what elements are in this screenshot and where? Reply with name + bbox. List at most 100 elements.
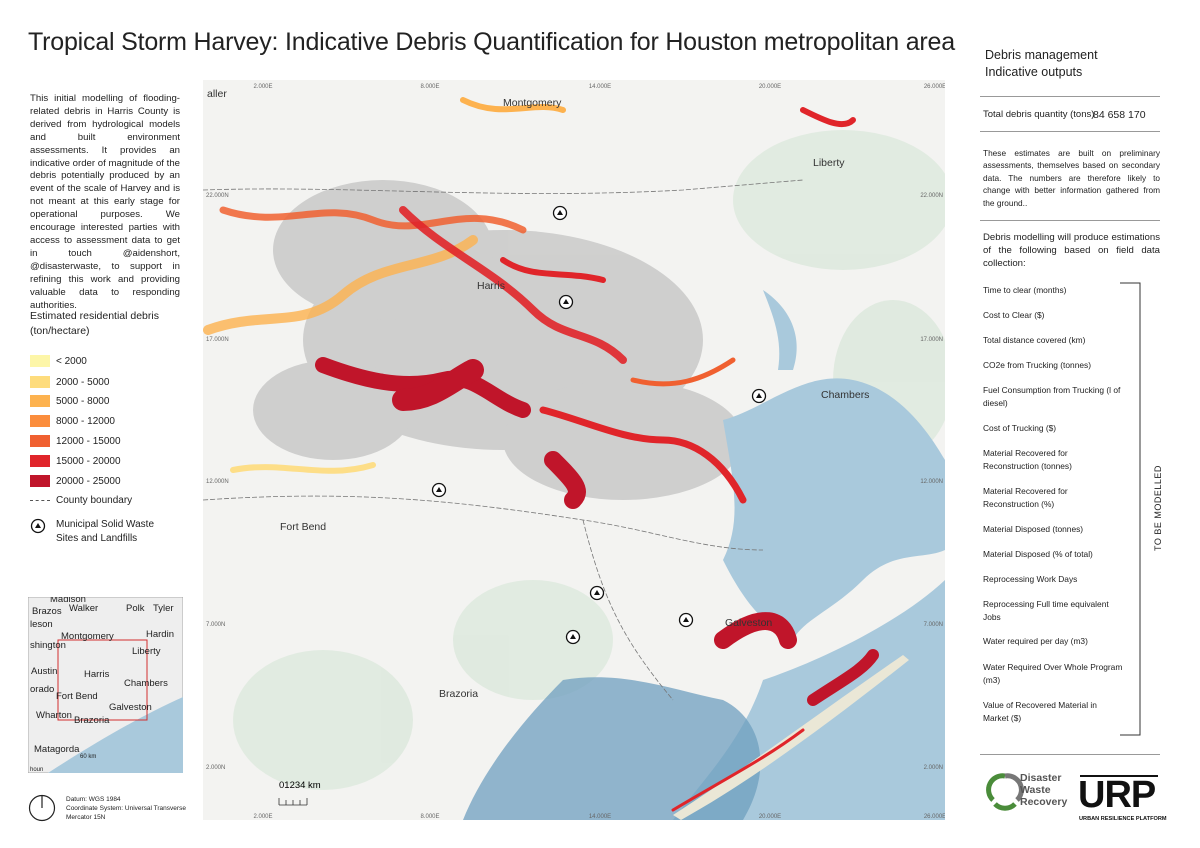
y-coordinate: 22.000N [206,193,229,199]
county-boundaries [203,179,804,701]
legend-item: 12000 - 15000 [30,435,121,447]
x-coordinate: 2.000E [253,814,272,820]
legend-item: 15000 - 20000 [30,455,121,467]
inset-label: Chambers [124,678,168,689]
y-coordinate: 7.000N [206,622,225,628]
inset-label: 60 km [80,754,96,760]
legend-label: 2000 - 5000 [56,376,110,388]
y-coordinate: 17.000N [206,337,229,343]
output-item: Material Recovered for Reconstruction (%… [983,486,1068,509]
legend-item: Municipal Solid Waste Sites and Landfill… [30,518,166,546]
heading-line: Debris management [985,48,1098,62]
legend-swatch [30,435,50,447]
panel-heading: Debris management Indicative outputs [985,47,1098,81]
msw-marker-glyph [557,210,563,215]
inset-label: Galveston [109,702,152,713]
inset-extent [57,639,148,721]
total-label: Total debris quantity (tons) [983,109,1095,120]
output-item: Water Required Over Whole Program (m3) [983,662,1123,685]
legend-label: 5000 - 8000 [56,395,110,407]
place-label: Galveston [725,617,772,629]
legend-swatch [30,475,50,487]
inset-label: Walker [69,603,98,614]
legend-icon [30,518,46,534]
y-coordinate: 7.000N [924,622,943,628]
output-item: Water required per day (m3) [983,636,1088,646]
dwr-icon [986,773,1024,811]
output-item: Fuel Consumption from Trucking (l of die… [983,385,1121,408]
x-coordinate: 26.000E [924,84,945,90]
scale-bar [278,798,308,806]
dwr-word: Recovery [1020,796,1068,808]
msw-sites [431,205,767,645]
note: These estimates are built on preliminary… [983,148,1160,208]
urp-rule [1080,775,1158,777]
output-item: Cost to Clear ($) [983,310,1045,320]
legend-item: County boundary [30,495,132,506]
x-coordinate: 20.000E [759,814,781,820]
place-label: Liberty [813,157,845,169]
inset-label: Brazoria [74,715,110,726]
legend-swatch [30,415,50,427]
output-item: Reprocessing Full time equivalent Jobs [983,599,1109,622]
debris-hotspots [203,97,879,812]
north-arrow [28,794,56,822]
datum-line: Datum: WGS 1984 [66,796,121,803]
legend-swatch [30,500,50,501]
place-label: aller [207,88,227,100]
inset-label: Liberty [132,646,161,657]
inset-label: Brazos [32,606,62,617]
output-item: CO2e from Trucking (tonnes) [983,360,1091,370]
separator [980,754,1160,755]
place-label: Chambers [821,389,869,401]
y-coordinate: 12.000N [920,479,943,485]
inset-label: Polk [126,603,145,614]
legend-swatch [30,355,50,367]
x-coordinate: 14.000E [589,84,611,90]
msw-marker-glyph [683,617,689,622]
output-item: Material Disposed (% of total) [983,549,1093,559]
inset-label: houn [30,767,43,773]
separator [980,220,1160,221]
msw-marker-glyph [563,299,569,304]
y-coordinate: 17.000N [920,337,943,343]
legend-item: 8000 - 12000 [30,415,115,427]
datum: Datum: WGS 1984 Coordinate System: Univer… [66,795,186,822]
map: aller Montgomery Liberty Harris Chambers Fort… [203,80,945,820]
coastal-wetland [463,677,761,820]
datum-line: Coordinate System: Universal Transverse … [66,805,186,821]
msw-icon-glyph [35,523,41,528]
place-label: Brazoria [439,688,478,700]
legend-swatch [30,395,50,407]
y-coordinate: 12.000N [206,479,229,485]
separator [980,96,1160,97]
x-coordinate: 8.000E [420,814,439,820]
legend-label: 20000 - 25000 [56,475,121,487]
heading-line: Indicative outputs [985,65,1083,79]
place-label: Montgomery [503,97,562,109]
legend-swatch [30,376,50,388]
output-item: Time to clear (months) [983,285,1067,295]
inset-label: Wharton [36,710,72,721]
bracket [1120,282,1141,736]
legend-item: 2000 - 5000 [30,376,109,388]
total-value: 84 658 170 [1093,109,1146,121]
legend-item: 5000 - 8000 [30,395,109,407]
inset-label: Fort Bend [56,691,98,702]
inset-label: Montgomery [61,631,114,642]
dwr-logo: Disaster Waste Recovery [1020,772,1067,808]
legend-label: Municipal Solid Waste Sites and Landfill… [56,519,155,544]
dwr-word: Disaster [1020,772,1062,784]
output-item: Material Recovered for Reconstruction (t… [983,448,1072,471]
msw-marker-glyph [570,634,576,639]
inset-label: Matagorda [34,744,80,755]
legend-label: County boundary [56,495,133,506]
place-label: Fort Bend [280,521,326,533]
y-coordinate: 2.000N [924,765,943,771]
legend-swatch [30,455,50,467]
inset-label: Tyler [153,603,174,614]
x-coordinate: 2.000E [253,84,272,90]
inset-label: Hardin [146,629,174,640]
